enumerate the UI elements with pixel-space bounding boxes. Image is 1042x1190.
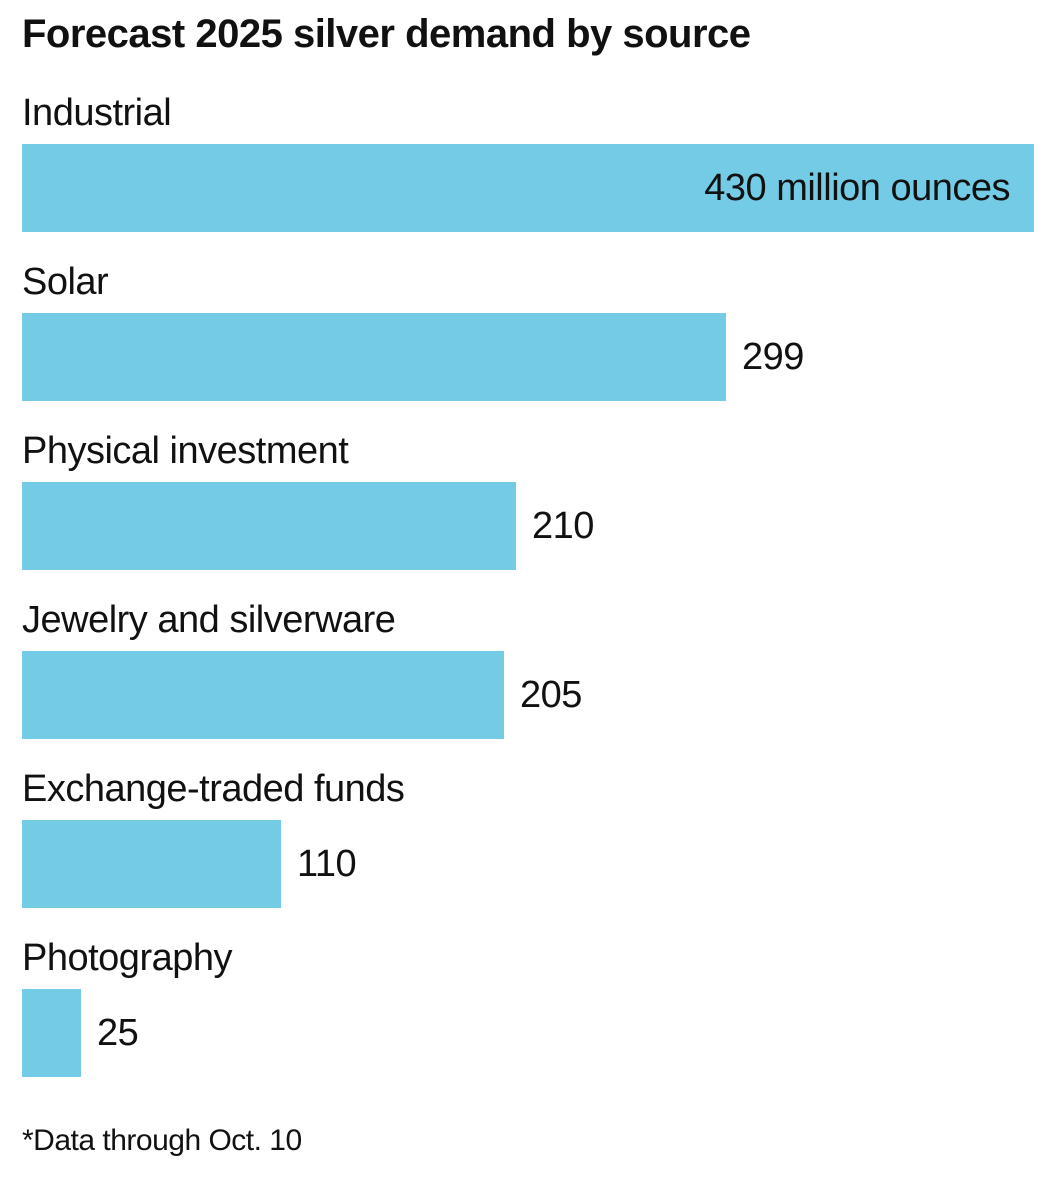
value-label: 205 xyxy=(520,674,582,716)
category-label: Photography xyxy=(22,937,233,979)
category-label: Jewelry and silverware xyxy=(22,599,396,641)
bar xyxy=(22,820,281,908)
value-label: 299 xyxy=(742,336,804,378)
value-label: 110 xyxy=(297,843,357,885)
category-label: Exchange-traded funds xyxy=(22,768,405,810)
chart-title: Forecast 2025 silver demand by source xyxy=(22,12,751,56)
value-label: 430 million ounces xyxy=(704,167,1010,209)
value-label: 210 xyxy=(532,505,594,547)
category-label: Industrial xyxy=(22,92,172,134)
footnote: *Data through Oct. 10 xyxy=(22,1124,302,1157)
bar xyxy=(22,651,504,739)
value-label: 25 xyxy=(97,1012,139,1054)
category-label: Physical investment xyxy=(22,430,349,472)
bar xyxy=(22,989,81,1077)
bar xyxy=(22,313,726,401)
category-label: Solar xyxy=(22,261,109,303)
bar xyxy=(22,482,516,570)
bar xyxy=(22,144,1034,232)
